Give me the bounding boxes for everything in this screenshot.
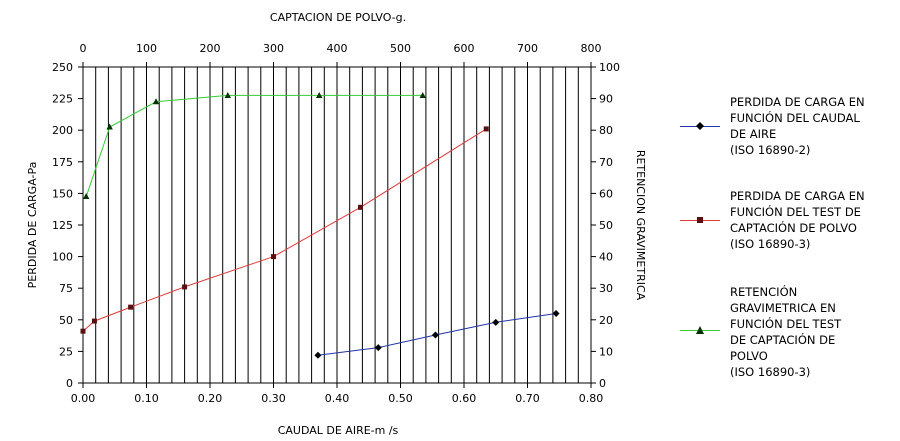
x2-axis-title: CAPTACION DE POLVO-g. [270, 11, 406, 24]
y2-tick-label: 60 [599, 187, 613, 200]
series [80, 91, 560, 359]
y2-tick-label: 80 [599, 124, 613, 137]
y2-tick-label: 100 [599, 61, 620, 74]
series-2-point [483, 126, 489, 132]
legend-marker-diamond [696, 122, 704, 130]
y-axis-title: PERDIDA DE CARGA-Pa [26, 162, 39, 289]
series-1-point [492, 318, 500, 326]
y2-tick-label: 50 [599, 219, 613, 232]
series-2-point [357, 204, 363, 210]
y-tick-labels: 0 25 50 75 100 125 150 175 200 225 250 [52, 61, 73, 390]
series-3-point [106, 123, 113, 130]
y2-tick-labels: 0 10 20 30 40 50 60 70 80 90 100 [599, 61, 620, 390]
legend-label: RETENCIÓN GRAVIMETRICA EN FUNCIÓN DEL TE… [730, 285, 842, 379]
x-tick-label: 0.00 [71, 392, 96, 405]
series-3-point [419, 91, 426, 98]
y-tick-label: 0 [66, 377, 73, 390]
series-2-point [182, 284, 188, 290]
y2-tick-label: 40 [599, 251, 613, 264]
x-tick-label: 0.50 [388, 392, 413, 405]
y-tick-label: 200 [52, 124, 73, 137]
x-tick-label: 0.70 [515, 392, 540, 405]
legend-marker-square [697, 217, 703, 223]
legend-label: PERDIDA DE CARGA EN FUNCIÓN DEL CAUDAL D… [730, 95, 865, 157]
y-tick-label: 75 [59, 282, 73, 295]
series-1-point [374, 344, 382, 352]
y-tick-label: 150 [52, 187, 73, 200]
y-tick-label: 225 [52, 93, 73, 106]
grid [95, 67, 579, 383]
legend: PERDIDA DE CARGA EN FUNCIÓN DEL CAUDAL D… [676, 0, 900, 441]
x2-tick-label: 700 [517, 42, 538, 55]
x2-tick-label: 200 [200, 42, 221, 55]
y-tick-label: 100 [52, 251, 73, 264]
y2-tick-label: 20 [599, 314, 613, 327]
x2-tick-label: 100 [136, 42, 157, 55]
series-1-point [314, 351, 322, 359]
x-tick-labels: 0.00 0.10 0.20 0.30 0.40 0.50 0.60 0.70 0.80 [71, 392, 604, 405]
x-tick-label: 0.20 [198, 392, 223, 405]
x-tick-label: 0.10 [134, 392, 159, 405]
chart: 0.00 0.10 0.20 0.30 0.40 0.50 0.60 0.70 0.80 0 10… [26, 11, 647, 437]
series-3-line [85, 94, 423, 197]
x-tick-label: 0.30 [261, 392, 286, 405]
y-tick-label: 125 [52, 219, 73, 232]
y2-tick-label: 30 [599, 282, 613, 295]
x2-tick-label: 600 [454, 42, 475, 55]
legend-marker-triangle [696, 326, 704, 334]
legend-label: PERDIDA DE CARGA EN FUNCIÓN DEL TEST DE … [730, 189, 865, 251]
y-tick-label: 25 [59, 345, 73, 358]
series-1-point [552, 309, 560, 317]
tick-marks [78, 62, 596, 388]
x2-tick-label: 800 [581, 42, 602, 55]
y2-tick-label: 90 [599, 93, 613, 106]
series-3-point [82, 193, 90, 200]
x-tick-label: 0.80 [579, 392, 604, 405]
x-axis-title: CAUDAL DE AIRE-m /s [278, 424, 399, 437]
y2-tick-label: 10 [599, 345, 613, 358]
series-3-point [316, 91, 323, 98]
y-tick-label: 250 [52, 61, 73, 74]
x2-tick-label: 0 [80, 42, 87, 55]
x2-tick-labels: 0 100 200 300 400 500 600 700 800 [80, 42, 602, 55]
x2-tick-label: 400 [327, 42, 348, 55]
series-2-point [128, 304, 134, 310]
y-tick-label: 175 [52, 156, 73, 169]
series-2-point [271, 254, 276, 260]
x-tick-label: 0.60 [452, 392, 477, 405]
y2-axis-title: RETENCION GRAVIMETRICA [634, 150, 647, 301]
y-tick-label: 50 [59, 314, 73, 327]
y2-tick-label: 70 [599, 156, 613, 169]
series-3-point [152, 98, 160, 105]
series-2-point [91, 318, 97, 324]
series-2-point [80, 328, 86, 334]
x2-tick-label: 300 [263, 42, 284, 55]
y2-tick-label: 0 [599, 377, 606, 390]
x2-tick-label: 500 [390, 42, 411, 55]
series-3-point [224, 91, 231, 98]
series-1-point [431, 331, 439, 339]
x-tick-label: 0.40 [325, 392, 350, 405]
